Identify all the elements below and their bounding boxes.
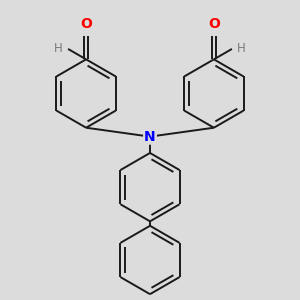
Text: O: O xyxy=(208,17,220,31)
Text: O: O xyxy=(80,17,92,31)
Text: H: H xyxy=(237,42,246,56)
Text: N: N xyxy=(144,130,156,144)
Text: H: H xyxy=(54,42,63,56)
